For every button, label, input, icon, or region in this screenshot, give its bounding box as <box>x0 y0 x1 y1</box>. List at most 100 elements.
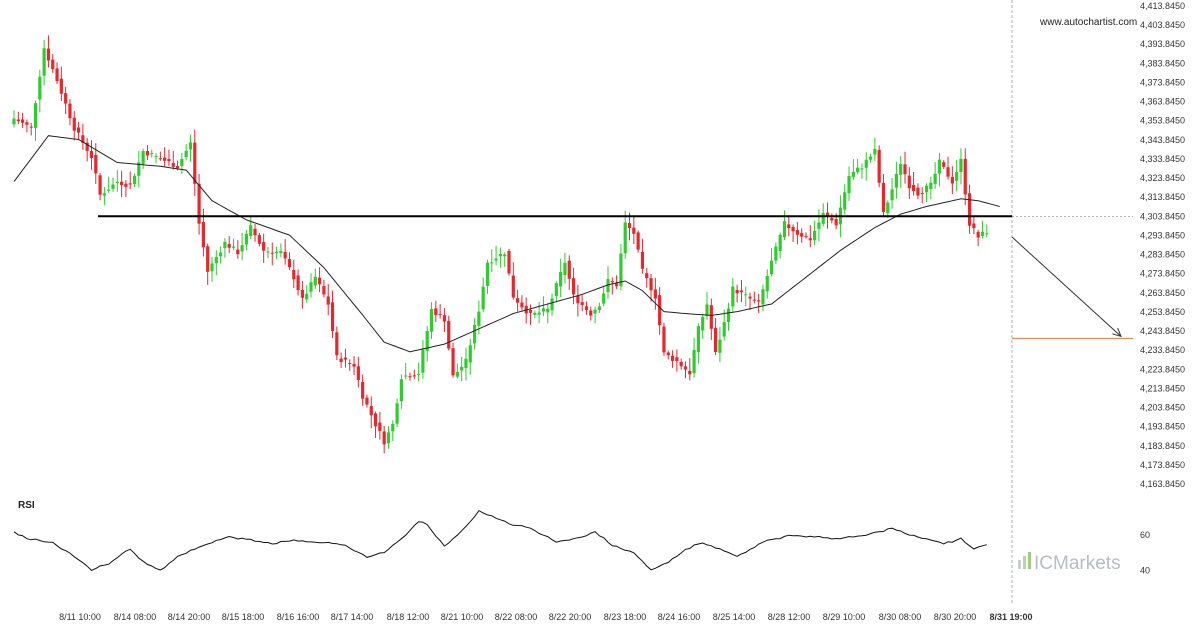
candle <box>231 238 236 251</box>
candle <box>950 166 954 195</box>
forecast-arrow-head <box>1112 327 1122 338</box>
candle <box>653 277 657 310</box>
candle <box>42 40 46 86</box>
axes: 4,413.8450 4,403.8450 4,393.8450 4,383.8450… <box>59 1 1185 622</box>
rsi-tick-label: 40 <box>1140 565 1150 575</box>
candle <box>726 302 731 331</box>
candle <box>89 140 94 170</box>
x-tick-label: 8/17 14:00 <box>331 612 374 622</box>
candle <box>485 259 490 294</box>
candle <box>873 137 877 161</box>
candle <box>210 257 214 282</box>
candle <box>244 229 249 251</box>
candle <box>339 352 343 368</box>
x-tick-label: 8/22 08:00 <box>495 612 538 622</box>
candle <box>929 176 933 200</box>
candle <box>292 259 296 288</box>
candle <box>907 167 911 200</box>
y-tick-label: 4,353.8450 <box>1140 116 1185 126</box>
candle <box>425 326 429 362</box>
candle <box>503 252 507 267</box>
candle <box>722 309 726 341</box>
candle <box>636 230 640 253</box>
candle <box>602 285 606 307</box>
candle <box>266 246 270 259</box>
x-tick-label: 8/29 10:00 <box>823 612 866 622</box>
y-tick-label: 4,363.8450 <box>1140 97 1185 107</box>
y-tick-label: 4,293.8450 <box>1140 230 1185 240</box>
candle <box>33 100 38 141</box>
y-tick-label: 4,373.8450 <box>1140 77 1185 87</box>
candle <box>472 318 477 350</box>
candle <box>576 285 580 317</box>
candle <box>830 213 834 224</box>
candle <box>98 173 102 201</box>
candle <box>688 358 692 381</box>
candle <box>46 35 51 68</box>
candle <box>520 295 524 311</box>
candle <box>322 279 326 298</box>
rsi-line <box>13 509 987 571</box>
candle <box>761 284 765 312</box>
candle <box>511 262 515 300</box>
candle <box>843 184 847 215</box>
candle <box>739 280 744 303</box>
y-tick-label: 4,173.8450 <box>1140 460 1185 470</box>
candle <box>955 159 959 192</box>
candle <box>787 215 791 237</box>
candle <box>731 278 735 312</box>
candle <box>309 273 313 298</box>
candle <box>963 148 967 205</box>
candle <box>115 169 119 192</box>
x-tick-label: 8/22 20:00 <box>549 612 592 622</box>
candle <box>481 277 485 313</box>
y-tick-label: 4,393.8450 <box>1140 39 1185 49</box>
rsi-tick-label: 60 <box>1140 530 1150 540</box>
candle <box>877 145 881 188</box>
candle <box>881 173 886 216</box>
candle <box>300 280 304 309</box>
candle <box>150 149 154 158</box>
candle <box>81 123 85 150</box>
candle <box>16 111 20 125</box>
candle <box>516 289 520 312</box>
candle <box>864 152 868 181</box>
candle <box>541 296 546 317</box>
candle <box>533 310 537 319</box>
candle <box>528 304 533 325</box>
y-tick-label: 4,383.8450 <box>1140 58 1185 68</box>
candle <box>236 240 240 259</box>
candle <box>154 153 158 164</box>
candle <box>197 173 201 235</box>
x-tick-label: 8/25 14:00 <box>713 612 756 622</box>
y-tick-label: 4,163.8450 <box>1140 479 1185 489</box>
brand-text: ICMarkets <box>1034 553 1121 574</box>
candle <box>145 145 150 160</box>
candle <box>744 286 748 307</box>
x-tick-label: 8/24 16:00 <box>658 612 701 622</box>
candle <box>223 238 227 258</box>
candle <box>851 159 855 181</box>
candle <box>378 412 382 440</box>
candle <box>916 183 920 200</box>
x-tick-label: 8/28 12:00 <box>768 612 811 622</box>
candle <box>589 306 593 321</box>
candle <box>632 215 636 245</box>
candle <box>124 180 128 197</box>
y-tick-label: 4,223.8450 <box>1140 364 1185 374</box>
candle <box>778 232 782 259</box>
candle <box>188 134 193 162</box>
candle <box>610 277 614 295</box>
candle <box>373 411 378 438</box>
candle <box>886 200 890 219</box>
candle <box>606 266 610 299</box>
x-tick-label: 8/14 08:00 <box>114 612 157 622</box>
candle <box>421 339 425 379</box>
candle <box>163 147 167 167</box>
candle <box>25 119 29 133</box>
candle <box>890 178 894 209</box>
candle <box>946 156 950 180</box>
x-tick-label: 8/30 08:00 <box>879 612 922 622</box>
candle <box>206 243 210 285</box>
